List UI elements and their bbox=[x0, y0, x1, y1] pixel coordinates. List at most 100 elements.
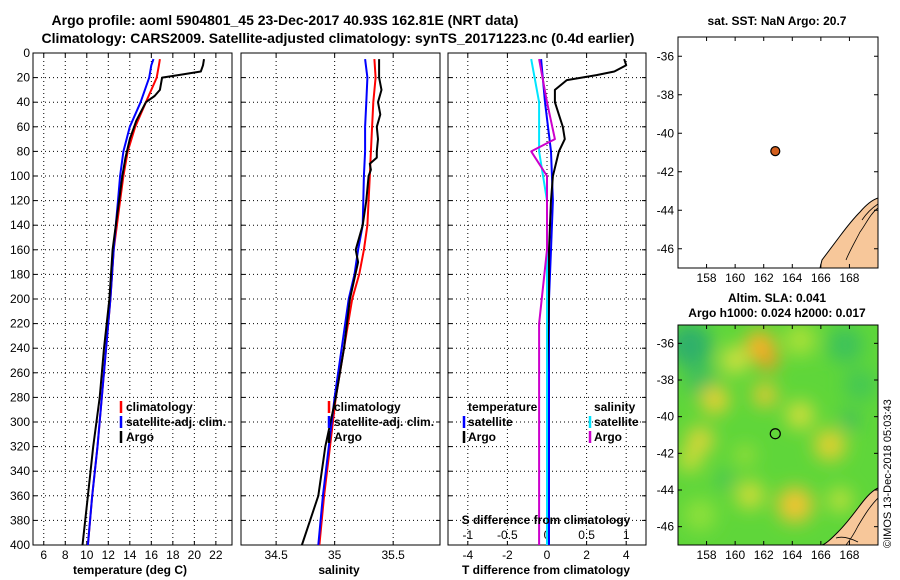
x-tick-label: -4 bbox=[462, 548, 473, 562]
x-tick-label: 20 bbox=[188, 548, 202, 562]
x2-tick-label: -0.5 bbox=[497, 528, 518, 542]
y-tick-label: 260 bbox=[10, 366, 30, 380]
sst-map-title: sat. SST: NaN Argo: 20.7 bbox=[708, 14, 847, 28]
y-tick-label: 240 bbox=[10, 341, 30, 355]
map-y-tick-label: -40 bbox=[657, 126, 675, 140]
sst-map: 158 160 162 164 166 168 -36 -38 -40 -42 -44 -46 bbox=[657, 36, 879, 285]
sst-map-land bbox=[819, 197, 878, 268]
x-tick-label: 14 bbox=[123, 548, 137, 562]
y-tick-label: 400 bbox=[10, 538, 30, 552]
series-line-t-argo bbox=[546, 58, 628, 545]
salinity-panel: 34.5 35 35.5 bbox=[240, 52, 441, 562]
map-y-tick-label: -36 bbox=[657, 336, 675, 350]
x-tick-label: 2 bbox=[583, 548, 590, 562]
sla-map: 158 160 162 164 166 168 -36 -38 -40 -42 -44 -46 bbox=[657, 324, 879, 562]
x-tick-label: 35 bbox=[328, 548, 342, 562]
difference-panel: -4 -2 0 2 4-1 -0.5 0 0.5 1 bbox=[447, 52, 647, 562]
x-tick-label: 4 bbox=[623, 548, 630, 562]
map-y-tick-label: -46 bbox=[657, 242, 675, 256]
sla-map-title-1: Altim. SLA: 0.041 bbox=[728, 291, 826, 305]
y-tick-label: 60 bbox=[17, 120, 31, 134]
sla-map-ticks: 158 160 162 164 166 168 -36 -38 -40 -42 -44 -46 bbox=[657, 325, 878, 562]
y-tick-label: 280 bbox=[10, 390, 30, 404]
x-tick-label: 8 bbox=[62, 548, 69, 562]
map-x-tick-label: 160 bbox=[725, 271, 745, 285]
y-tick-label: 0 bbox=[23, 46, 30, 60]
map-y-tick-label: -44 bbox=[657, 203, 675, 217]
y-tick-label: 320 bbox=[10, 440, 30, 454]
t-difference-xlabel: T difference from climatology bbox=[462, 563, 630, 577]
map-y-tick-label: -46 bbox=[657, 520, 675, 534]
map-x-tick-label: 162 bbox=[754, 271, 774, 285]
legend-satellite: satellite-adj. clim. bbox=[126, 415, 226, 429]
sst-map-ticks: 158 160 162 164 166 168 -36 -38 -40 -42 -44 -46 bbox=[657, 37, 878, 285]
map-y-tick-label: -38 bbox=[657, 88, 675, 102]
map-y-tick-label: -36 bbox=[657, 49, 675, 63]
map-x-tick-label: 164 bbox=[782, 548, 802, 562]
map-x-tick-label: 166 bbox=[811, 271, 831, 285]
map-x-tick-label: 158 bbox=[697, 271, 717, 285]
y-tick-label: 360 bbox=[10, 489, 30, 503]
y-tick-label: 80 bbox=[17, 144, 31, 158]
sla-heatmap bbox=[678, 325, 878, 545]
legend-argo: Argo bbox=[334, 430, 362, 444]
legend-argo: Argo bbox=[126, 430, 154, 444]
sla-map-frame bbox=[677, 324, 879, 546]
y-tick-label: 120 bbox=[10, 194, 30, 208]
temperature-xlabel: temperature (deg C) bbox=[73, 563, 187, 577]
series-line-argo bbox=[300, 59, 383, 546]
x-tick-label: 10 bbox=[80, 548, 94, 562]
y-tick-label: 160 bbox=[10, 243, 30, 257]
legend-temperature-title: temperature bbox=[468, 400, 538, 414]
series-line-satellite-adj-clim- bbox=[317, 58, 369, 546]
legend-climatology: climatology bbox=[126, 400, 193, 414]
map-x-tick-label: 168 bbox=[839, 271, 859, 285]
map-y-tick-label: -44 bbox=[657, 483, 675, 497]
map-x-tick-label: 164 bbox=[782, 271, 802, 285]
map-y-tick-label: -38 bbox=[657, 373, 675, 387]
x2-tick-label: -1 bbox=[462, 528, 473, 542]
y-tick-label: 380 bbox=[10, 513, 30, 527]
series-line-climatology bbox=[318, 59, 377, 546]
s-difference-xlabel: S difference from climatology bbox=[462, 513, 631, 527]
title-line-2: Climatology: CARS2009. Satellite-adjuste… bbox=[42, 30, 635, 46]
salinity-xlabel: salinity bbox=[318, 563, 360, 577]
map-y-tick-label: -40 bbox=[657, 410, 675, 424]
x-tick-label: 35.5 bbox=[381, 548, 405, 562]
map-x-tick-label: 166 bbox=[811, 548, 831, 562]
y-tick-label: 340 bbox=[10, 464, 30, 478]
series-line-s-argo bbox=[530, 58, 556, 545]
x2-tick-label: 1 bbox=[623, 528, 630, 542]
x-tick-label: 18 bbox=[166, 548, 180, 562]
legend-t-satellite: satellite bbox=[468, 415, 513, 429]
panel-frame bbox=[32, 52, 233, 546]
y-tick-label: 220 bbox=[10, 317, 30, 331]
y-tick-label: 20 bbox=[17, 71, 31, 85]
x-tick-label: 6 bbox=[40, 548, 47, 562]
y-tick-label: 40 bbox=[17, 95, 31, 109]
temperature-panel: 0 20 40 60 80 100 120 140 160 180 200 220 240 260 280 3… bbox=[10, 46, 233, 562]
argo-position-marker bbox=[769, 428, 781, 440]
map-x-tick-label: 162 bbox=[754, 548, 774, 562]
temperature-legend: climatology satellite-adj. clim. Argo bbox=[119, 400, 226, 444]
x-tick-label: 0 bbox=[544, 548, 551, 562]
x2-tick-label: 0.5 bbox=[578, 528, 595, 542]
map-y-tick-label: -42 bbox=[657, 165, 675, 179]
legend-salinity-title: salinity bbox=[594, 400, 636, 414]
legend-t-argo: Argo bbox=[468, 430, 496, 444]
map-x-tick-label: 158 bbox=[697, 548, 717, 562]
salinity-legend: climatology satellite-adj. clim. Argo bbox=[327, 400, 434, 444]
panel-frame bbox=[240, 52, 441, 546]
map-x-tick-label: 168 bbox=[839, 548, 859, 562]
title-line-1: Argo profile: aoml 5904801_45 23-Dec-201… bbox=[52, 12, 519, 28]
x-tick-label: -2 bbox=[502, 548, 513, 562]
sla-map-title-2: Argo h1000: 0.024 h2000: 0.017 bbox=[688, 306, 866, 320]
legend-s-satellite: satellite bbox=[594, 415, 639, 429]
x-tick-label: 12 bbox=[102, 548, 116, 562]
y-tick-label: 140 bbox=[10, 218, 30, 232]
argo-position-marker bbox=[770, 146, 781, 157]
x-tick-label: 22 bbox=[209, 548, 223, 562]
legend-s-argo: Argo bbox=[594, 430, 622, 444]
legend-climatology: climatology bbox=[334, 400, 401, 414]
